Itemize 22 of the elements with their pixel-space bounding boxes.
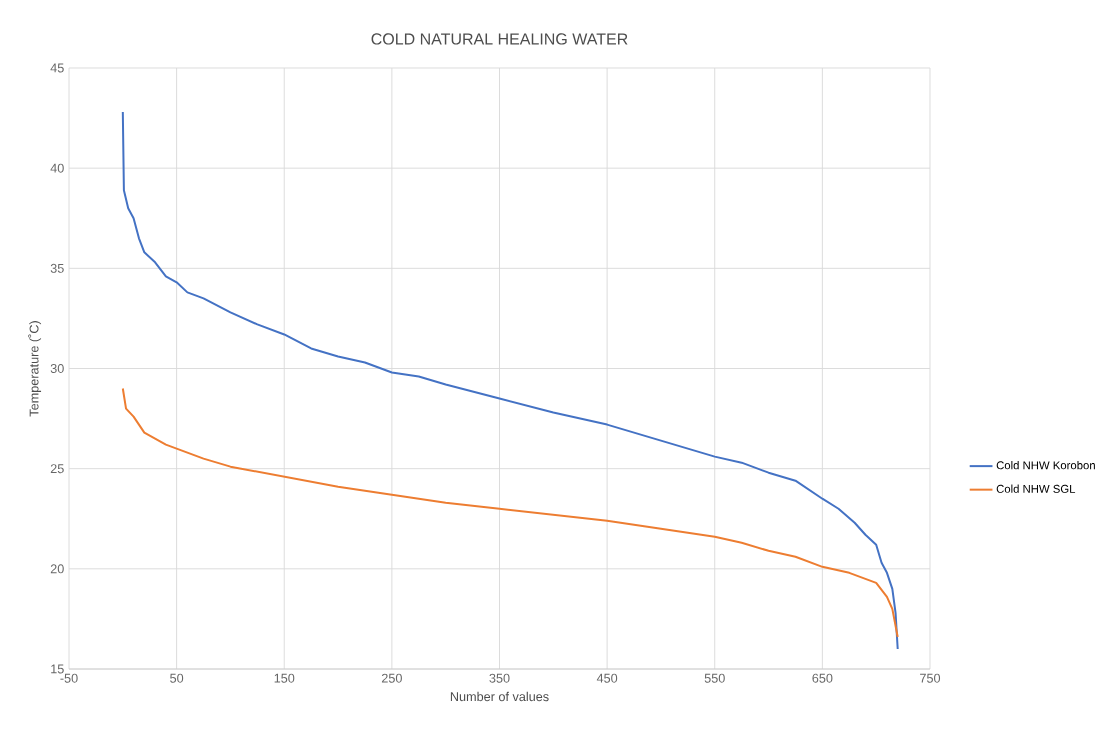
y-axis-title: Temperature (˚C)	[28, 321, 42, 417]
chart-title: COLD NATURAL HEALING WATER	[371, 33, 628, 45]
x-tick-label: 50	[170, 673, 184, 683]
x-tick-label: 250	[381, 673, 402, 683]
x-tick-label: 150	[274, 673, 295, 683]
x-axis-title: Number of values	[450, 691, 549, 702]
x-tick-label: -50	[60, 673, 78, 683]
legend-label: Cold NHW SGL	[996, 484, 1076, 493]
y-tick-label: 30	[50, 364, 64, 373]
y-tick-label: 35	[50, 263, 64, 273]
x-tick-label: 350	[489, 673, 510, 683]
y-tick-label: 40	[50, 163, 64, 173]
x-tick-label: 750	[920, 673, 941, 683]
y-tick-label: 45	[50, 63, 64, 73]
line-series	[121, 111, 899, 650]
y-tick-label: 25	[50, 464, 64, 474]
x-tick-label: 550	[704, 673, 725, 683]
y-tick-label: 15	[51, 664, 64, 674]
x-tick-label: 450	[596, 673, 618, 683]
y-tick-label: 20	[50, 564, 64, 574]
x-tick-label: 650	[812, 673, 833, 683]
legend-label: Cold NHW Korobon	[996, 461, 1095, 470]
